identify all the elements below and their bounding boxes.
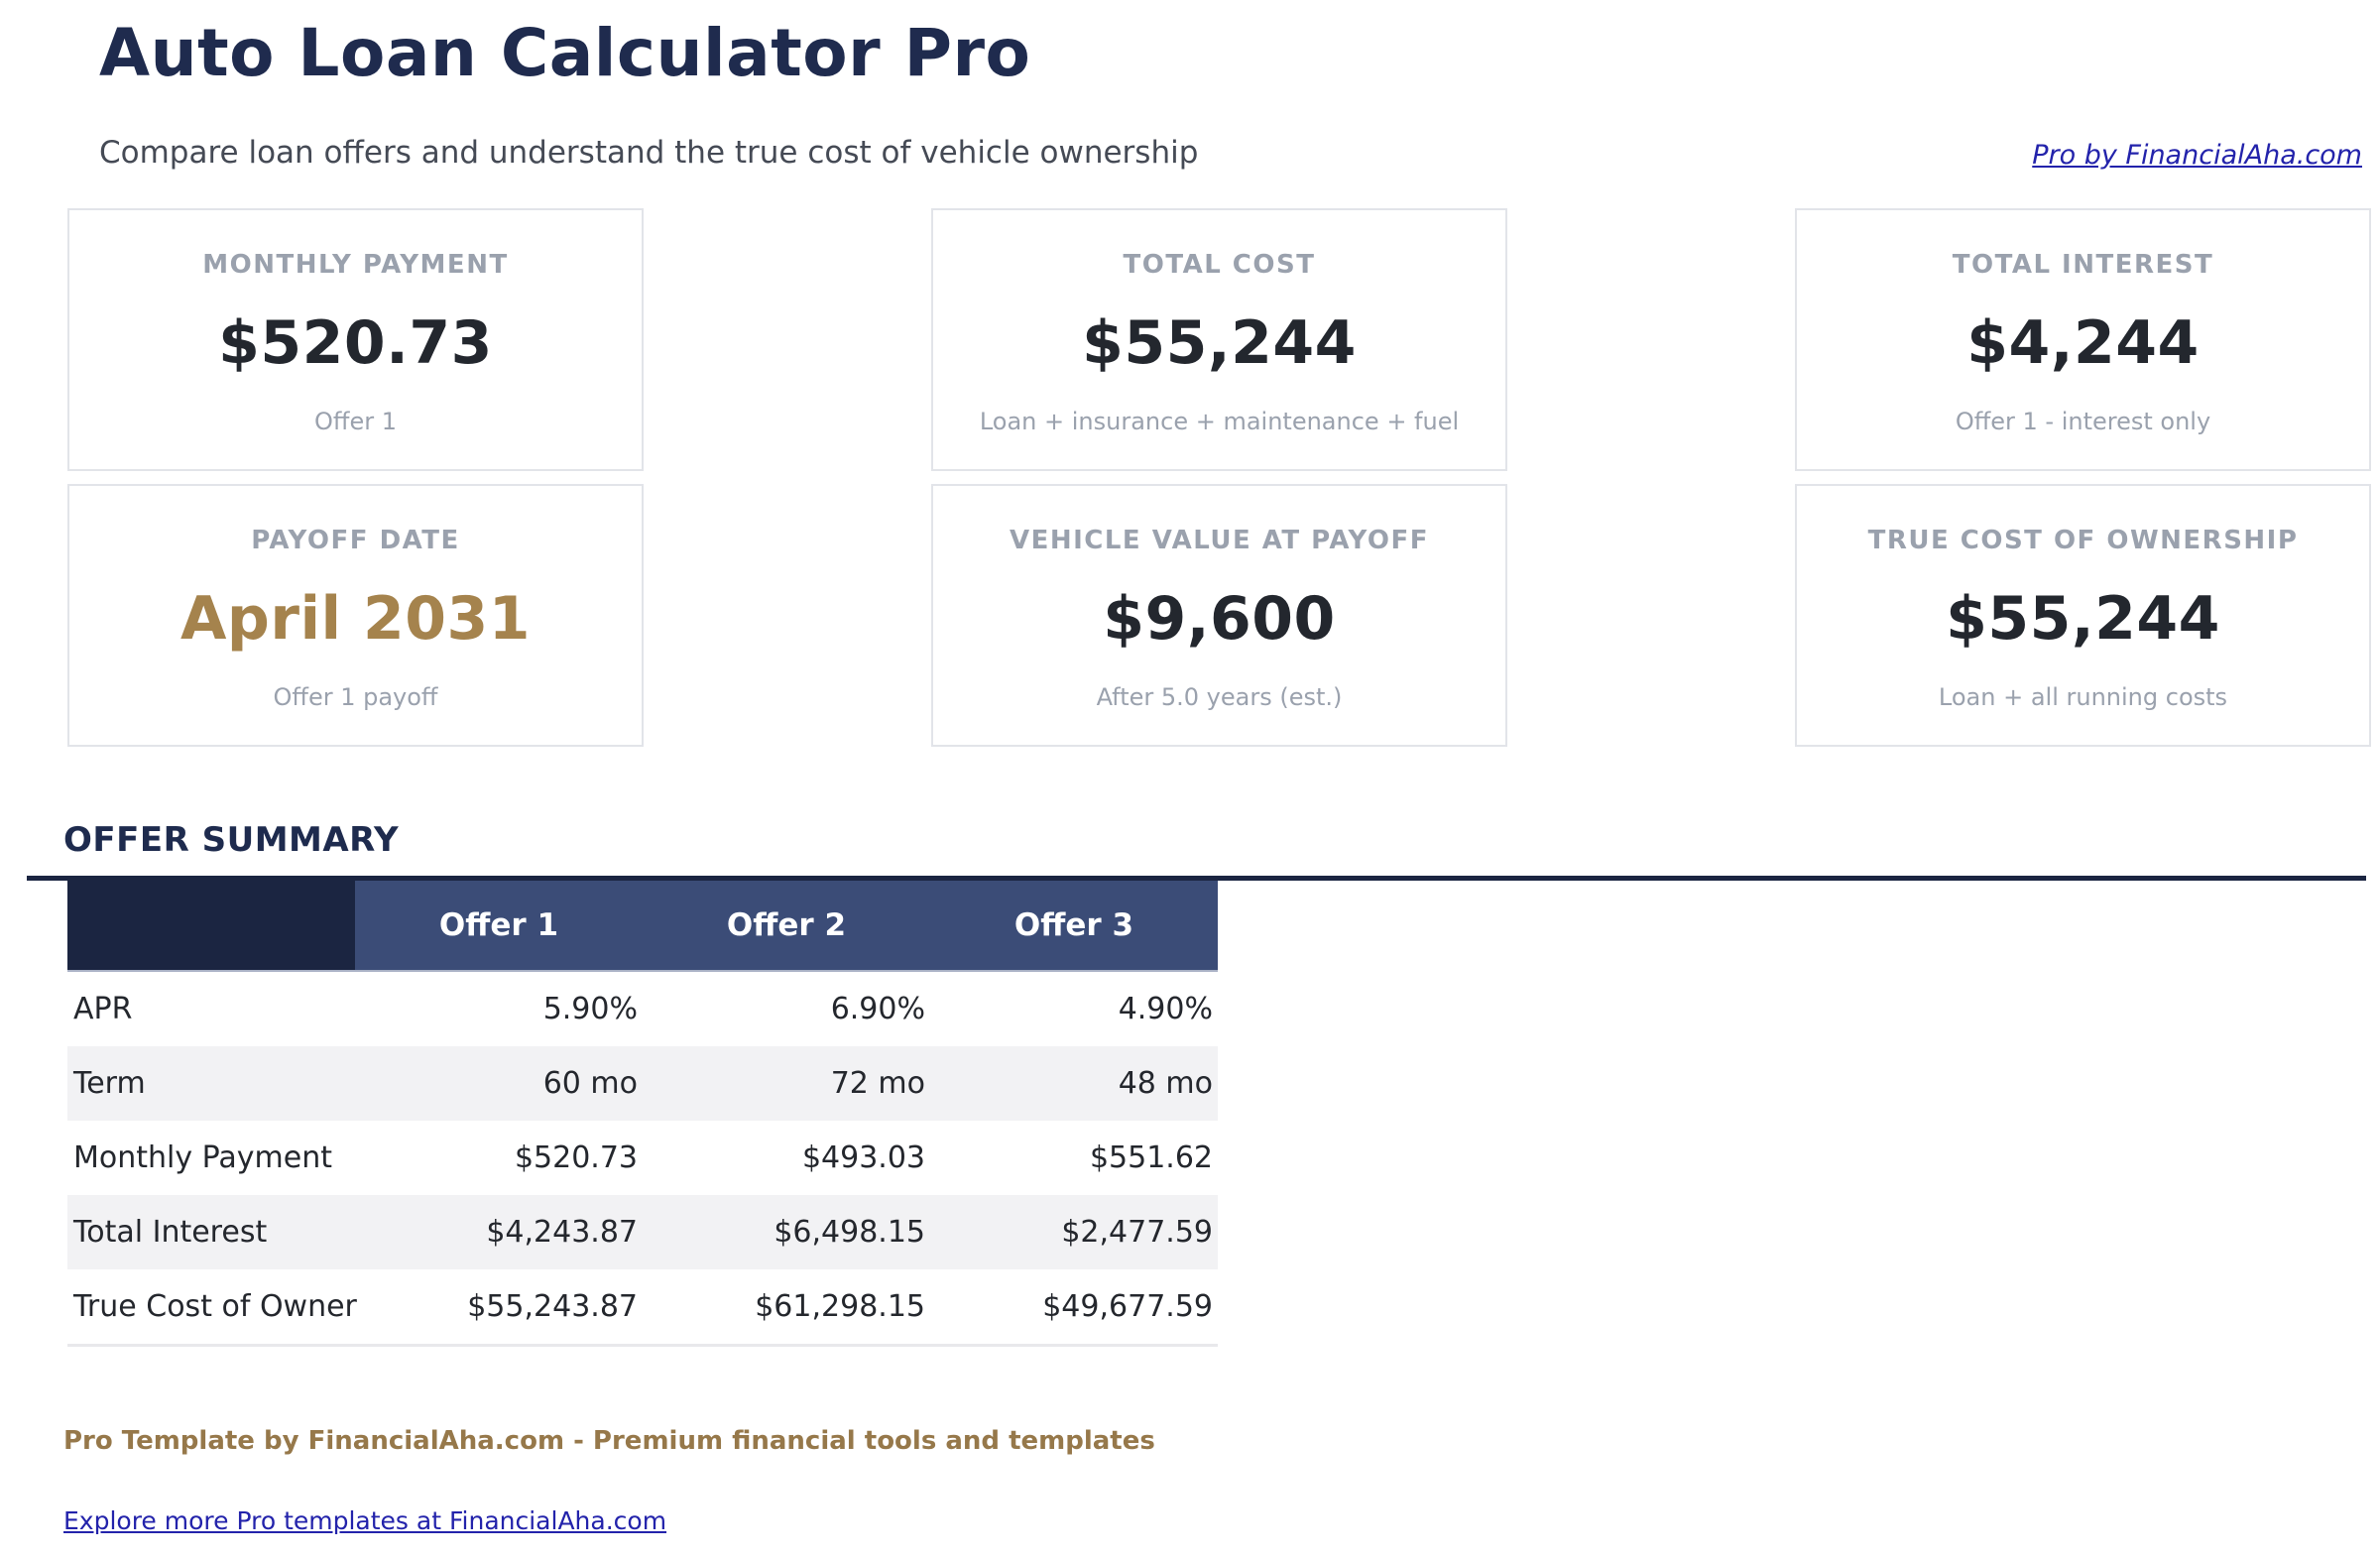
card-value: $55,244 [1946,584,2220,655]
cell-value: 48 mo [1118,1065,1213,1101]
card-label: TOTAL INTEREST [1952,249,2214,280]
page-title: Auto Loan Calculator Pro [99,15,1031,91]
card-label: MONTHLY PAYMENT [202,249,509,280]
card-label: VEHICLE VALUE AT PAYOFF [1009,525,1430,555]
row-label: Monthly Payment [73,1139,332,1175]
section-title-offer-summary: OFFER SUMMARY [63,819,400,860]
cell-value: 5.90% [542,991,638,1026]
card-label: TRUE COST OF OWNERSHIP [1867,525,2299,555]
row-label: APR [73,991,133,1026]
card-value: $4,244 [1966,308,2200,379]
table-row-monthly-payment: Monthly Payment $520.73 $493.03 $551.62 [67,1120,1218,1195]
cell-value: $2,477.59 [1061,1214,1213,1250]
card-subtext: Offer 1 - interest only [1955,407,2211,435]
column-header-offer-3: Offer 3 [930,880,1218,970]
column-header-offer-2: Offer 2 [643,880,930,970]
cell-value: 6.90% [830,991,925,1026]
footer-tagline: Pro Template by FinancialAha.com - Premi… [63,1425,1155,1456]
header-corner-cell [67,880,355,970]
row-label: Term [73,1065,146,1101]
table-row-term: Term 60 mo 72 mo 48 mo [67,1045,1218,1121]
card-value: $55,244 [1082,308,1357,379]
card-subtext: Offer 1 payoff [273,682,438,711]
card-total-cost: TOTAL COST $55,244 Loan + insurance + ma… [931,207,1507,471]
page-subtitle: Compare loan offers and understand the t… [99,134,1199,171]
cell-value: $493.03 [801,1139,925,1175]
stat-card-grid: MONTHLY PAYMENT $520.73 Offer 1 TOTAL CO… [67,207,2380,747]
offer-summary-table: Offer 1 Offer 2 Offer 3 APR 5.90% 6.90% … [67,880,1218,1347]
summary-divider [27,875,2366,881]
card-subtext: Offer 1 [314,407,397,435]
card-subtext: Loan + insurance + maintenance + fuel [979,407,1460,435]
cell-value: $4,243.87 [486,1214,638,1250]
cell-value: $520.73 [514,1139,638,1175]
brand-link[interactable]: Pro by FinancialAha.com [2032,139,2362,171]
cell-value: 60 mo [542,1065,638,1101]
cell-value: $551.62 [1089,1139,1213,1175]
card-value: April 2031 [180,584,531,655]
column-header-offer-1: Offer 1 [355,880,643,970]
table-row-true-cost-of-owner: True Cost of Owner $55,243.87 $61,298.15… [67,1268,1218,1347]
offer-table-header: Offer 1 Offer 2 Offer 3 [67,880,1218,972]
table-row-apr: APR 5.90% 6.90% 4.90% [67,971,1218,1046]
explore-templates-link[interactable]: Explore more Pro templates at FinancialA… [63,1505,667,1535]
subtitle-row: Compare loan offers and understand the t… [99,135,2362,171]
card-value: $520.73 [218,308,493,379]
card-true-cost-of-ownership: TRUE COST OF OWNERSHIP $55,244 Loan + al… [1795,483,2371,747]
card-value: $9,600 [1103,584,1336,655]
card-label: PAYOFF DATE [251,525,460,555]
cell-value: $6,498.15 [774,1214,925,1250]
card-label: TOTAL COST [1123,249,1316,280]
cell-value: $55,243.87 [467,1288,638,1324]
row-label: True Cost of Owner [73,1288,357,1324]
cell-value: $61,298.15 [755,1288,925,1324]
cell-value: 72 mo [830,1065,925,1101]
card-subtext: After 5.0 years (est.) [1096,682,1343,711]
row-label: Total Interest [73,1214,268,1250]
table-row-total-interest: Total Interest $4,243.87 $6,498.15 $2,47… [67,1194,1218,1269]
cell-value: $49,677.59 [1042,1288,1213,1324]
card-subtext: Loan + all running costs [1938,682,2228,711]
card-vehicle-value-at-payoff: VEHICLE VALUE AT PAYOFF $9,600 After 5.0… [931,483,1507,747]
card-payoff-date: PAYOFF DATE April 2031 Offer 1 payoff [67,483,644,747]
card-total-interest: TOTAL INTEREST $4,244 Offer 1 - interest… [1795,207,2371,471]
cell-value: 4.90% [1118,991,1213,1026]
card-monthly-payment: MONTHLY PAYMENT $520.73 Offer 1 [67,207,644,471]
